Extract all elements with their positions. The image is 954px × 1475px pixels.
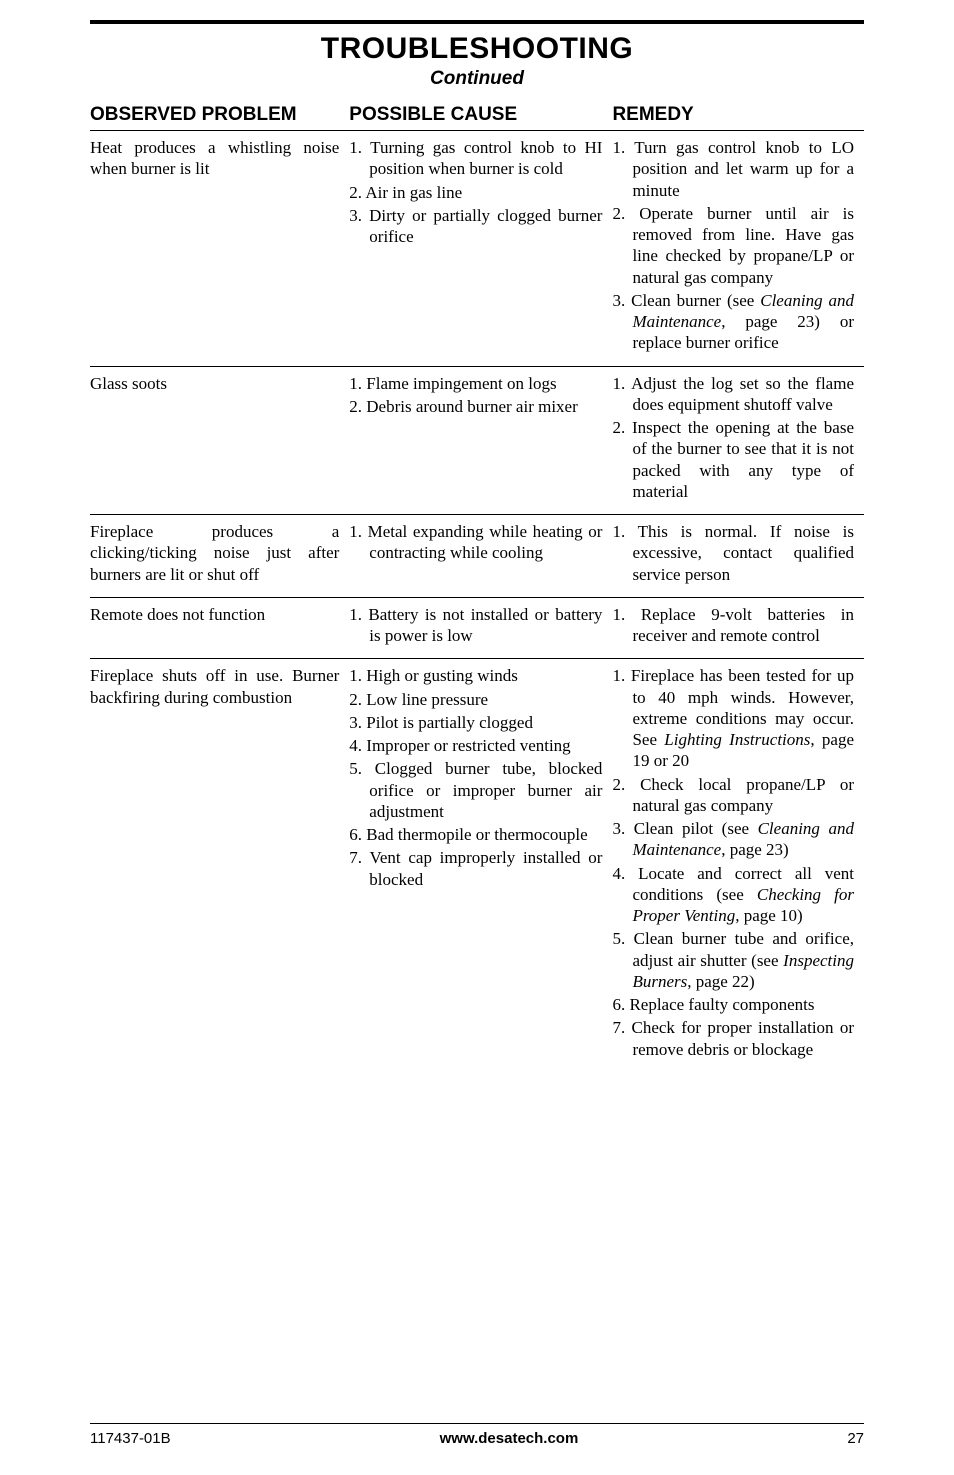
footer-rule bbox=[90, 1423, 864, 1424]
cell-possible-cause: 1. Turning gas control knob to HI positi… bbox=[349, 131, 612, 367]
table-row: Remote does not function1. Battery is no… bbox=[90, 597, 864, 659]
cell-observed-problem: Glass soots bbox=[90, 366, 349, 515]
cause-item: 2. Low line pressure bbox=[349, 689, 602, 710]
cell-observed-problem: Heat produces a whistling noise when bur… bbox=[90, 131, 349, 367]
table-body: Heat produces a whistling noise when bur… bbox=[90, 131, 864, 1072]
cause-item: 1. Battery is not installed or battery i… bbox=[349, 604, 602, 647]
cause-item: 1. High or gusting winds bbox=[349, 665, 602, 686]
page: TROUBLESHOOTING Continued OBSERVED PROBL… bbox=[0, 0, 954, 1475]
cell-remedy: 1. Adjust the log set so the flame does … bbox=[612, 366, 864, 515]
cell-remedy: 1. Turn gas control knob to LO position … bbox=[612, 131, 864, 367]
troubleshooting-table: OBSERVED PROBLEM POSSIBLE CAUSE REMEDY H… bbox=[90, 102, 864, 1072]
remedy-item: 6. Replace faulty components bbox=[612, 994, 854, 1015]
table-row: Fireplace shuts off in use. Burner backf… bbox=[90, 659, 864, 1072]
header-observed-problem: OBSERVED PROBLEM bbox=[90, 102, 349, 131]
cell-observed-problem: Fireplace produces a clicking/ticking no… bbox=[90, 515, 349, 598]
footer-doc-number: 117437-01B bbox=[90, 1430, 171, 1447]
table-row: Fireplace produces a clicking/ticking no… bbox=[90, 515, 864, 598]
remedy-item: 1. Replace 9-volt batteries in receiver … bbox=[612, 604, 854, 647]
remedy-item: 2. Operate burner until air is removed f… bbox=[612, 203, 854, 288]
cause-item: 2. Debris around burner air mixer bbox=[349, 396, 602, 417]
page-subtitle: Continued bbox=[90, 68, 864, 90]
remedy-item: 7. Check for proper installation or remo… bbox=[612, 1017, 854, 1060]
remedy-item: 4. Locate and correct all vent condition… bbox=[612, 863, 854, 927]
top-rule bbox=[90, 20, 864, 24]
cause-item: 6. Bad thermopile or thermocouple bbox=[349, 824, 602, 845]
table-header-row: OBSERVED PROBLEM POSSIBLE CAUSE REMEDY bbox=[90, 102, 864, 131]
remedy-item: 1. Fireplace has been tested for up to 4… bbox=[612, 665, 854, 771]
page-title: TROUBLESHOOTING bbox=[90, 32, 864, 66]
cell-possible-cause: 1. Metal expanding while heating or cont… bbox=[349, 515, 612, 598]
cell-remedy: 1. Fireplace has been tested for up to 4… bbox=[612, 659, 864, 1072]
cause-item: 1. Metal expanding while heating or cont… bbox=[349, 521, 602, 564]
page-footer: 117437-01B www.desatech.com 27 bbox=[90, 1423, 864, 1447]
footer-row: 117437-01B www.desatech.com 27 bbox=[90, 1430, 864, 1447]
cell-remedy: 1. This is normal. If noise is excessive… bbox=[612, 515, 864, 598]
cause-item: 3. Pilot is partially clogged bbox=[349, 712, 602, 733]
remedy-item: 5. Clean burner tube and orifice, adjust… bbox=[612, 928, 854, 992]
remedy-item: 1. Adjust the log set so the flame does … bbox=[612, 373, 854, 416]
footer-page-number: 27 bbox=[847, 1430, 864, 1447]
cause-item: 1. Turning gas control knob to HI positi… bbox=[349, 137, 602, 180]
cause-item: 2. Air in gas line bbox=[349, 182, 602, 203]
remedy-item: 3. Clean pilot (see Cleaning and Mainten… bbox=[612, 818, 854, 861]
cell-observed-problem: Remote does not function bbox=[90, 597, 349, 659]
cell-observed-problem: Fireplace shuts off in use. Burner backf… bbox=[90, 659, 349, 1072]
remedy-item: 1. This is normal. If noise is excessive… bbox=[612, 521, 854, 585]
cause-item: 3. Dirty or partially clogged burner ori… bbox=[349, 205, 602, 248]
cell-possible-cause: 1. Flame impingement on logs2. Debris ar… bbox=[349, 366, 612, 515]
table-row: Heat produces a whistling noise when bur… bbox=[90, 131, 864, 367]
remedy-item: 1. Turn gas control knob to LO position … bbox=[612, 137, 854, 201]
remedy-item: 2. Check local propane/LP or natural gas… bbox=[612, 774, 854, 817]
cause-item: 4. Improper or restricted venting bbox=[349, 735, 602, 756]
cause-item: 7. Vent cap improperly installed or bloc… bbox=[349, 847, 602, 890]
footer-url: www.desatech.com bbox=[440, 1430, 579, 1447]
table-row: Glass soots1. Flame impingement on logs2… bbox=[90, 366, 864, 515]
cell-possible-cause: 1. High or gusting winds 2. Low line pres… bbox=[349, 659, 612, 1072]
cause-item: 1. Flame impingement on logs bbox=[349, 373, 602, 394]
remedy-item: 2. Inspect the opening at the base of th… bbox=[612, 417, 854, 502]
header-remedy: REMEDY bbox=[612, 102, 864, 131]
header-possible-cause: POSSIBLE CAUSE bbox=[349, 102, 612, 131]
remedy-item: 3. Clean burner (see Cleaning and Mainte… bbox=[612, 290, 854, 354]
cell-remedy: 1. Replace 9-volt batteries in receiver … bbox=[612, 597, 864, 659]
cell-possible-cause: 1. Battery is not installed or battery i… bbox=[349, 597, 612, 659]
cause-item: 5. Clogged burner tube, blocked orifice … bbox=[349, 758, 602, 822]
